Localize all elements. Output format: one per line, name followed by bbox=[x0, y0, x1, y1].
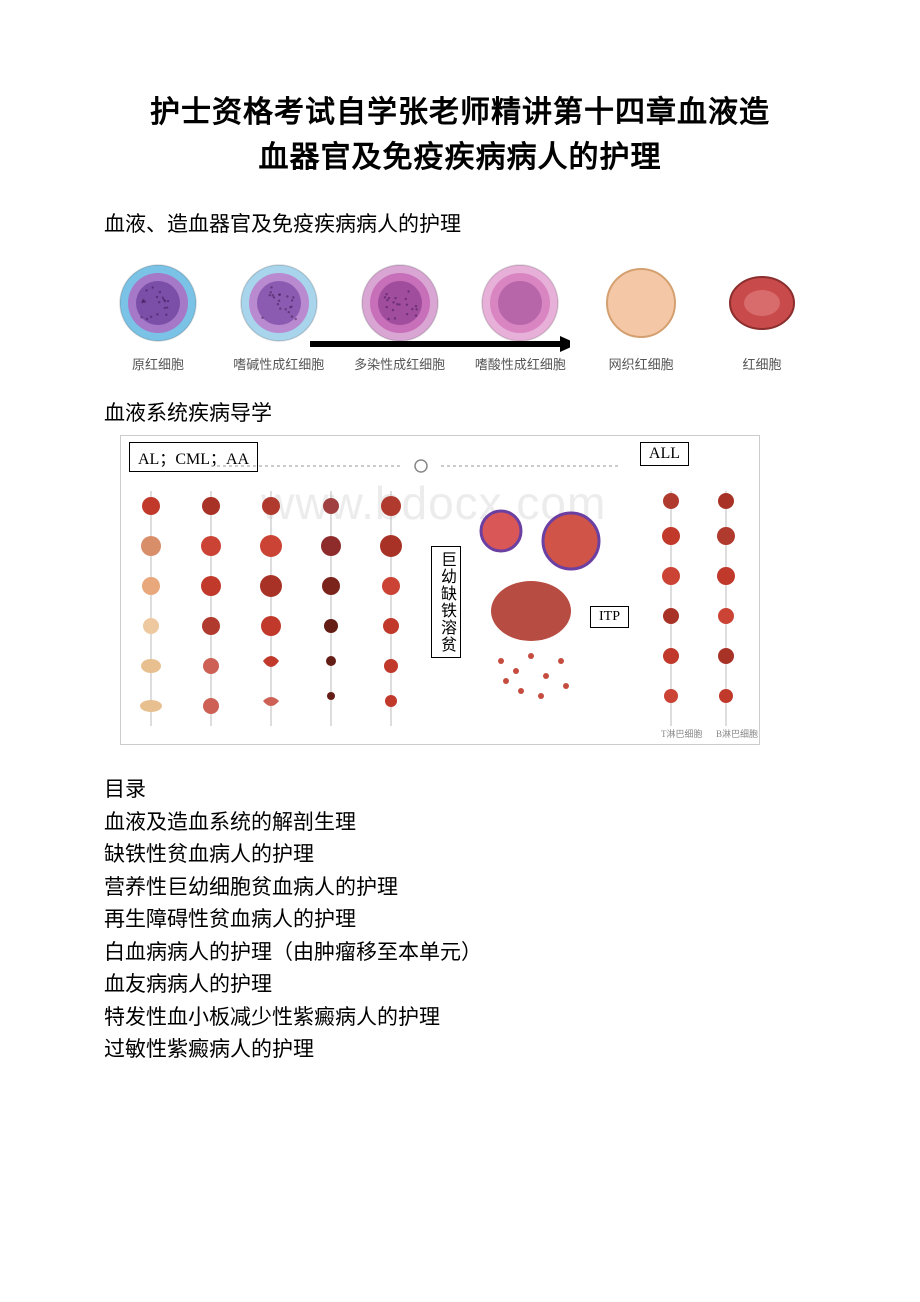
cell-stage: 嗜酸性成红细胞 bbox=[470, 258, 570, 373]
cell-icon bbox=[113, 258, 203, 348]
cell-stage: 网织红细胞 bbox=[591, 258, 691, 373]
cell-label: 多染性成红细胞 bbox=[354, 354, 445, 373]
cell-icon bbox=[717, 258, 807, 348]
subtitle: 血液、造血器官及免疫疾病病人的护理 bbox=[100, 208, 820, 238]
toc-item: 血液及造血系统的解剖生理 bbox=[104, 806, 820, 839]
toc-item: 营养性巨幼细胞贫血病人的护理 bbox=[104, 871, 820, 904]
cell-stage: 原红细胞 bbox=[108, 258, 208, 373]
toc-heading: 目录 bbox=[104, 773, 820, 806]
title-line-2: 血器官及免疫疾病病人的护理 bbox=[100, 135, 820, 180]
diagram-box-alcmlaa: AL；CML；AA bbox=[129, 442, 258, 472]
cell-label: 红细胞 bbox=[742, 354, 781, 373]
cell-icon bbox=[475, 258, 565, 348]
toc-item: 特发性血小板减少性紫癜病人的护理 bbox=[104, 1001, 820, 1034]
diagram-box-itp: ITP bbox=[590, 606, 629, 628]
cell-label: 网织红细胞 bbox=[609, 354, 674, 373]
section-label: 血液系统疾病导学 bbox=[100, 397, 820, 427]
diagram-bottom-b: B淋巴细胞 bbox=[716, 727, 758, 740]
cell-label: 原红细胞 bbox=[132, 354, 184, 373]
toc-item: 再生障碍性贫血病人的护理 bbox=[104, 903, 820, 936]
watermark-text: www.bdocx.com bbox=[261, 476, 606, 530]
diagram-bottom-t: T淋巴细胞 bbox=[661, 727, 703, 740]
cell-stage: 多染性成红细胞 bbox=[350, 258, 450, 373]
cell-icon bbox=[234, 258, 324, 348]
page-title: 护士资格考试自学张老师精讲第十四章血液造 血器官及免疫疾病病人的护理 bbox=[100, 90, 820, 180]
diagram-box-all: ALL bbox=[640, 442, 689, 466]
cell-icon bbox=[596, 258, 686, 348]
toc-item: 过敏性紫癜病人的护理 bbox=[104, 1033, 820, 1066]
cell-stage: 嗜碱性成红细胞 bbox=[229, 258, 329, 373]
cell-icon bbox=[355, 258, 445, 348]
cell-label: 嗜碱性成红细胞 bbox=[233, 354, 324, 373]
toc-item: 缺铁性贫血病人的护理 bbox=[104, 838, 820, 871]
toc-item: 血友病病人的护理 bbox=[104, 968, 820, 1001]
hematopoiesis-diagram: www.bdocx.com AL；CML；AA ALL ITP 巨幼缺铁溶贫 bbox=[120, 435, 760, 745]
cell-label: 嗜酸性成红细胞 bbox=[475, 354, 566, 373]
cell-stage: 红细胞 bbox=[712, 258, 812, 373]
differentiation-arrow-icon bbox=[310, 336, 570, 352]
diagram-vbox: 巨幼缺铁溶贫 bbox=[431, 546, 461, 658]
cell-differentiation-figure: 原红细胞 嗜碱性成红细胞 多染性成红细胞 嗜酸性成红细胞 网织红细胞 红细胞 bbox=[100, 258, 820, 373]
table-of-contents: 目录 血液及造血系统的解剖生理 缺铁性贫血病人的护理 营养性巨幼细胞贫血病人的护… bbox=[100, 773, 820, 1066]
title-line-1: 护士资格考试自学张老师精讲第十四章血液造 bbox=[100, 90, 820, 135]
toc-item: 白血病病人的护理（由肿瘤移至本单元） bbox=[104, 936, 820, 969]
